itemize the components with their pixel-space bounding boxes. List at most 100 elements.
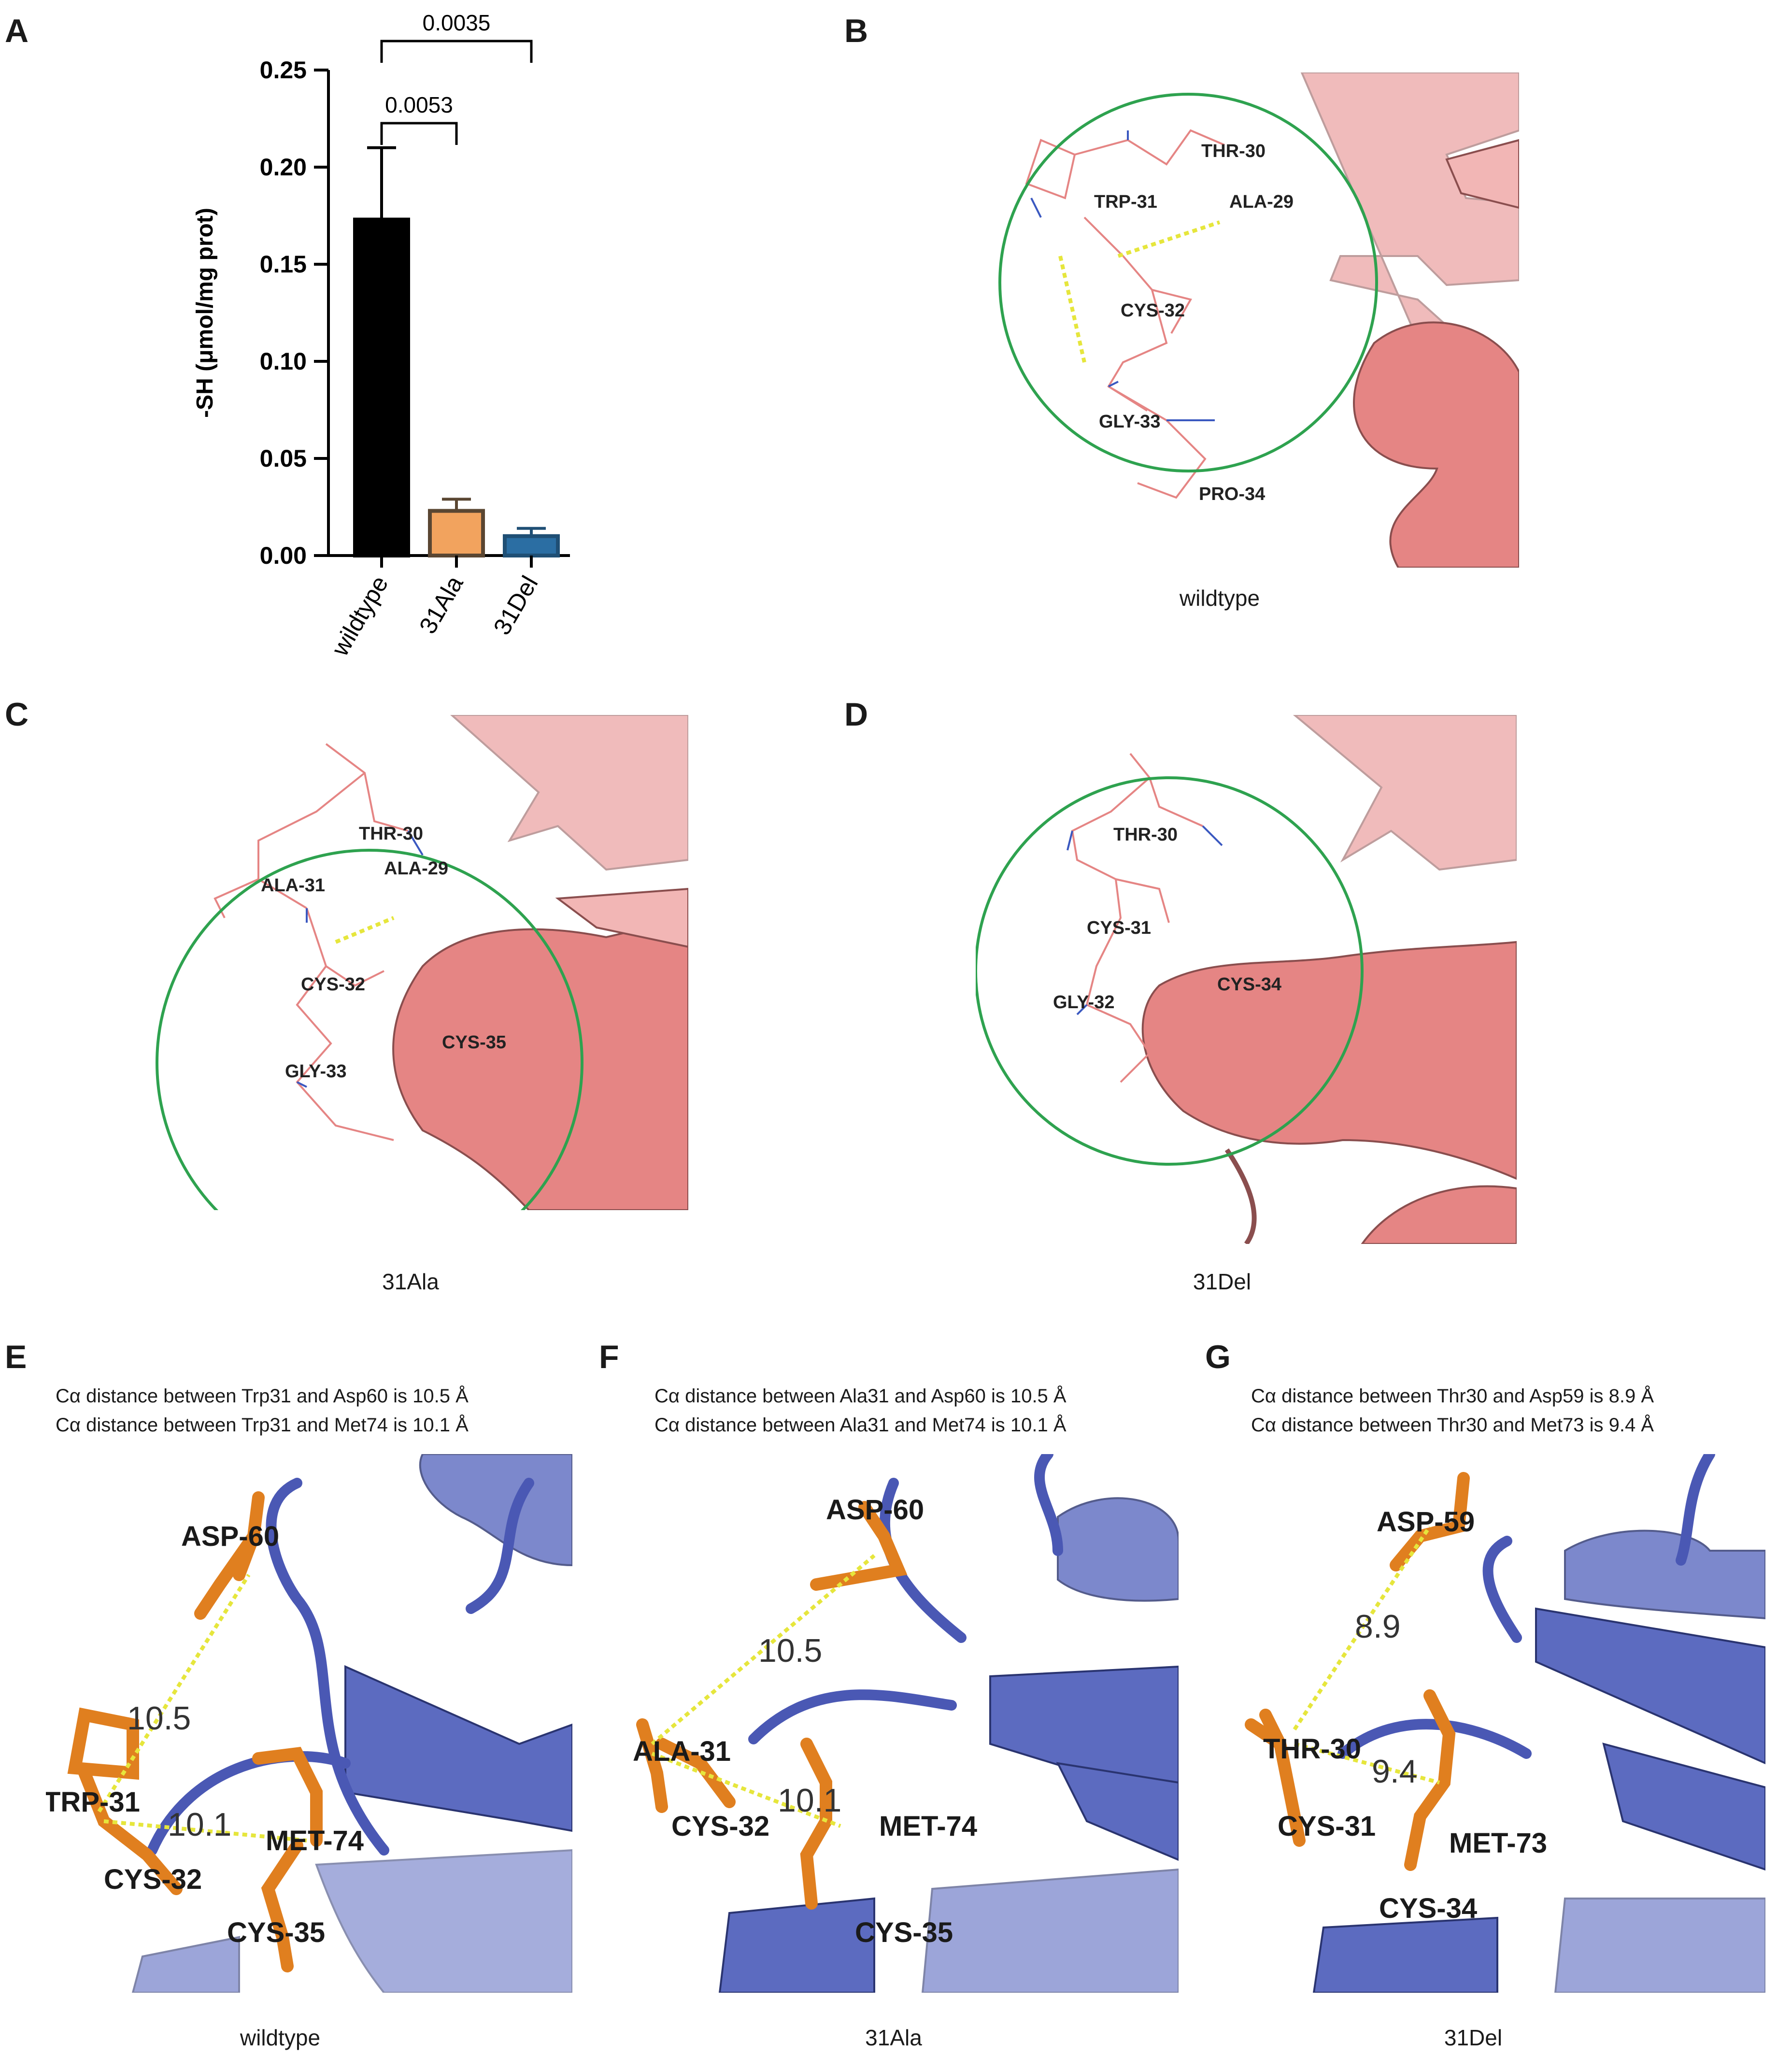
sticks-residues (636, 1501, 908, 1910)
residue-label: CYS-35 (442, 1032, 506, 1053)
x-tick-label: 31Ala (414, 571, 469, 638)
residue-label: PRO-34 (1199, 484, 1265, 504)
distance-value: 8.9 (1355, 1608, 1401, 1645)
residue-label: THR-30 (359, 824, 423, 844)
y-tick-label: 0.05 (260, 445, 307, 472)
residue-label: TRP-31 (46, 1786, 140, 1818)
residue-label: MET-74 (266, 1825, 364, 1856)
distance-note: Cα distance between Thr30 and Asp59 is 8… (1251, 1385, 1654, 1407)
sticks-residues (67, 1491, 323, 1972)
y-tick-label: 0.10 (260, 348, 307, 375)
residue-label: ALA-31 (633, 1736, 731, 1767)
residue-label: GLY-32 (1053, 992, 1114, 1013)
panel-letter-e: E (5, 1339, 27, 1375)
residue-label: ALA-31 (261, 875, 325, 896)
panel-letter-b: B (844, 13, 868, 49)
residue-label: CYS-35 (227, 1917, 325, 1948)
ribbon-cartoon (1141, 715, 1517, 1244)
distance-note: Cα distance between Thr30 and Met73 is 9… (1251, 1414, 1654, 1436)
distance-note: Cα distance between Ala31 and Asp60 is 1… (654, 1385, 1067, 1407)
distance-value: 10.5 (758, 1632, 822, 1669)
residue-label: CYS-32 (671, 1811, 769, 1842)
x-tick-label: 31Del (488, 571, 543, 640)
residue-label: THR-30 (1263, 1733, 1361, 1765)
residue-label: GLY-33 (285, 1061, 346, 1082)
highlight-circle (998, 93, 1378, 472)
panel-letter-g: G (1205, 1339, 1231, 1375)
residue-label: ALA-29 (384, 858, 448, 879)
residue-label: CYS-31 (1278, 1811, 1376, 1842)
structure-image-e: 10.5 10.1 ASP-60 TRP-31 MET-74 CYS-32 CY… (46, 1454, 572, 1993)
structure-image-f: 10.5 10.1 ASP-60 ALA-31 CYS-32 MET-74 CY… (623, 1454, 1179, 1993)
residue-label: GLY-33 (1099, 412, 1160, 432)
hbond-dashes (1293, 1525, 1440, 1784)
distance-note: Cα distance between Trp31 and Met74 is 1… (56, 1414, 469, 1436)
panel-caption: 31Ala (865, 2025, 922, 2050)
panel-letter-a: A (5, 13, 29, 49)
distance-value: 9.4 (1372, 1753, 1418, 1790)
residue-label: ALA-29 (1229, 192, 1294, 212)
residue-label: CYS-34 (1379, 1893, 1477, 1924)
residue-label: CYS-32 (1121, 300, 1185, 321)
distance-value: 10.5 (127, 1700, 191, 1737)
sticks-residues (213, 743, 424, 1141)
residue-label: THR-30 (1113, 825, 1178, 845)
ribbon-cartoon (718, 1497, 1179, 1993)
panel-letter-d: D (844, 696, 868, 733)
residue-label: ASP-59 (1377, 1506, 1475, 1538)
x-tick-label: wildtype (326, 571, 393, 661)
significance-bracket (380, 122, 458, 145)
sticks-residues (1067, 753, 1223, 1083)
sticks-residues (1245, 1472, 1470, 1871)
significance-bracket (380, 40, 533, 63)
bar-chart-sh-content: 0.00 0.05 0.10 0.15 0.20 0.25 -SH (μmol/mg pro… (192, 10, 570, 661)
highlight-circle (976, 776, 1364, 1166)
y-tick-label: 0.25 (260, 57, 307, 84)
structure-image-b: THR-30 TRP-31 ALA-29 CYS-32 GLY-33 PRO-3… (964, 72, 1519, 568)
ribbon-cartoon (1312, 1529, 1765, 1993)
structure-image-c: THR-30 ALA-29 ALA-31 CYS-32 CYS-35 GLY-3… (123, 715, 688, 1210)
panel-caption: 31Del (1193, 1269, 1252, 1294)
structure-image-d: THR-30 CYS-31 GLY-32 CYS-34 (976, 715, 1517, 1244)
residue-label: MET-73 (1449, 1827, 1547, 1859)
highlight-circle (156, 849, 583, 1210)
hbond-dashes (1058, 220, 1221, 363)
bar (353, 217, 410, 558)
hbond-dashes (97, 1573, 307, 1842)
significance-p-value: 0.0053 (385, 92, 453, 117)
residue-label: CYS-34 (1217, 974, 1281, 995)
panel-caption: 31Ala (382, 1269, 439, 1294)
residue-label: ASP-60 (181, 1521, 279, 1552)
residue-label: CYS-32 (301, 974, 365, 995)
residue-label: ASP-60 (826, 1494, 924, 1526)
distance-note: Cα distance between Trp31 and Asp60 is 1… (56, 1385, 469, 1407)
hbond-dashes (651, 1554, 876, 1828)
sticks-residues (1025, 129, 1225, 499)
y-tick-label: 0.20 (260, 154, 307, 181)
structure-image-g: 8.9 9.4 ASP-59 THR-30 CYS-31 MET-73 CYS-… (1227, 1454, 1765, 1993)
ribbon-cartoon (131, 1454, 572, 1993)
residue-label: CYS-31 (1087, 918, 1151, 938)
backbone-tube (147, 1478, 534, 1856)
y-tick-label: 0.00 (260, 542, 307, 569)
panel-caption: wildtype (1179, 585, 1260, 611)
ribbon-cartoon (392, 715, 688, 1210)
panel-caption: 31Del (1444, 2025, 1503, 2050)
distance-value: 10.1 (168, 1806, 231, 1843)
panel-letter-c: C (5, 696, 29, 733)
ribbon-cartoon (1300, 72, 1519, 568)
bar (428, 509, 485, 558)
distance-note: Cα distance between Ala31 and Met74 is 1… (654, 1414, 1067, 1436)
panel-letter-f: F (599, 1339, 619, 1375)
residue-label: MET-74 (879, 1811, 977, 1842)
hbond-dashes (335, 916, 395, 944)
bar (503, 534, 560, 558)
residue-label: TRP-31 (1094, 192, 1157, 212)
y-axis-label: -SH (μmol/mg prot) (192, 208, 218, 418)
panel-caption: wildtype (240, 2025, 321, 2050)
significance-p-value: 0.0035 (423, 10, 491, 35)
residue-label: THR-30 (1201, 141, 1266, 161)
y-tick-label: 0.15 (260, 251, 307, 278)
distance-value: 10.1 (778, 1782, 841, 1819)
residue-label: CYS-32 (104, 1864, 202, 1895)
